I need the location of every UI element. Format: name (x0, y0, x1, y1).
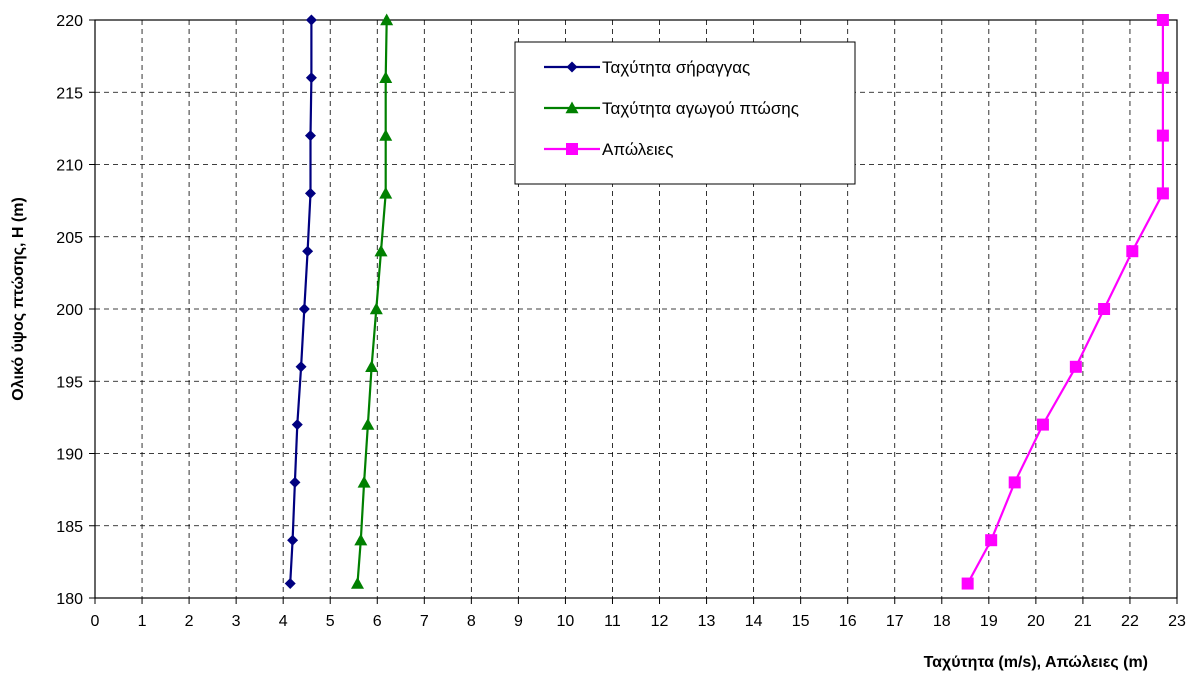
series-1-point (305, 72, 317, 84)
series-2-point (365, 360, 379, 372)
x-tick-label: 16 (839, 613, 857, 630)
series-3-point (1156, 71, 1169, 84)
series-1 (284, 14, 317, 590)
legend-label: Ταχύτητα σήραγγας (602, 58, 750, 77)
y-tick-label: 215 (56, 85, 83, 102)
series-2-line (356, 19, 388, 584)
y-axis-ticks: 180 185 190 195 200 205 210 215 220 (56, 13, 95, 608)
series-1-point (302, 245, 314, 257)
series-2-point (369, 302, 383, 315)
x-tick-label: 8 (467, 613, 476, 630)
legend-item: Ταχύτητα αγωγού πτώσης (544, 99, 799, 118)
x-axis-ticks: 0 1 2 3 4 5 6 7 8 9 10 11 12 13 14 15 16 17 18 19 20 21 22 23 (91, 598, 1186, 630)
series-2-point (351, 577, 365, 589)
x-tick-label: 19 (980, 613, 998, 630)
series-1-point (305, 14, 317, 26)
legend-label: Ταχύτητα αγωγού πτώσης (602, 99, 799, 118)
legend-swatch-marker (565, 101, 579, 114)
x-tick-label: 23 (1168, 613, 1186, 630)
x-tick-label: 17 (886, 613, 904, 630)
series-3-line (966, 20, 1165, 585)
legend-items: Ταχύτητα σήραγγας Ταχύτητα αγωγού πτώσης Α… (544, 58, 799, 159)
legend-swatch-marker (566, 143, 578, 155)
x-tick-label: 6 (373, 613, 382, 630)
series-3-point (1036, 418, 1049, 431)
series-3-point (1126, 245, 1139, 258)
series-1-point (284, 578, 296, 590)
series-2-point (357, 475, 371, 488)
series-3 (961, 14, 1169, 590)
series-3-point (1156, 129, 1169, 142)
x-tick-label: 5 (326, 613, 335, 630)
y-axis-title: Ολικό ύψος πτώσης, H (m) (10, 197, 27, 401)
series-3-point (961, 577, 974, 590)
series-1-point (295, 361, 307, 373)
grid (95, 20, 1177, 598)
y-tick-label: 205 (56, 230, 83, 247)
x-tick-label: 13 (698, 613, 716, 630)
x-axis-title: Ταχύτητα (m/s), Απώλειες (m) (924, 654, 1148, 671)
y-tick-label: 200 (56, 302, 83, 319)
series-2-point (380, 13, 394, 26)
y-tick-label: 220 (56, 13, 83, 30)
x-tick-label: 14 (745, 613, 763, 630)
legend-swatch-marker (566, 61, 578, 73)
series-2-point (379, 71, 393, 83)
series-2-point (361, 418, 375, 430)
x-tick-label: 12 (651, 613, 669, 630)
series-3-point (1098, 303, 1111, 315)
legend-label: Απώλειες (602, 140, 673, 159)
legend: Ταχύτητα σήραγγας Ταχύτητα αγωγού πτώσης Α… (514, 41, 856, 185)
series-3-point (985, 534, 998, 547)
series-3-point (1156, 14, 1169, 26)
y-tick-label: 210 (56, 158, 83, 175)
series-2-point (354, 533, 368, 546)
series-2 (351, 13, 394, 589)
x-tick-label: 20 (1027, 613, 1045, 630)
x-tick-label: 15 (792, 613, 810, 630)
x-tick-label: 3 (232, 613, 241, 630)
series-3-point (1156, 187, 1169, 200)
x-tick-label: 1 (138, 613, 147, 630)
y-tick-label: 180 (56, 591, 83, 608)
series-2-point (379, 129, 393, 141)
x-tick-label: 10 (557, 613, 575, 630)
series-1-line (289, 20, 313, 584)
series-1-point (287, 534, 299, 546)
series-2-point (379, 186, 393, 199)
series-1-point (291, 419, 303, 431)
y-tick-label: 190 (56, 447, 83, 464)
series-1-point (298, 303, 310, 315)
y-tick-label: 185 (56, 519, 83, 536)
series-1-point (304, 187, 316, 199)
x-tick-label: 11 (604, 613, 621, 630)
series-3-point (1008, 476, 1021, 489)
x-tick-label: 2 (185, 613, 194, 630)
x-tick-label: 21 (1074, 613, 1092, 630)
legend-item: Ταχύτητα σήραγγας (544, 58, 750, 77)
series-2-point (374, 244, 388, 257)
x-tick-label: 0 (91, 613, 100, 630)
series-group (284, 13, 1169, 590)
series-1-point (289, 476, 301, 488)
x-tick-label: 9 (514, 613, 523, 630)
x-tick-label: 22 (1121, 613, 1139, 630)
x-tick-label: 4 (279, 613, 288, 630)
legend-item: Απώλειες (544, 140, 673, 159)
series-3-point (1069, 360, 1082, 373)
x-tick-label: 7 (420, 613, 429, 630)
x-tick-label: 18 (933, 613, 951, 630)
y-tick-label: 195 (56, 374, 83, 391)
series-1-point (304, 130, 316, 142)
